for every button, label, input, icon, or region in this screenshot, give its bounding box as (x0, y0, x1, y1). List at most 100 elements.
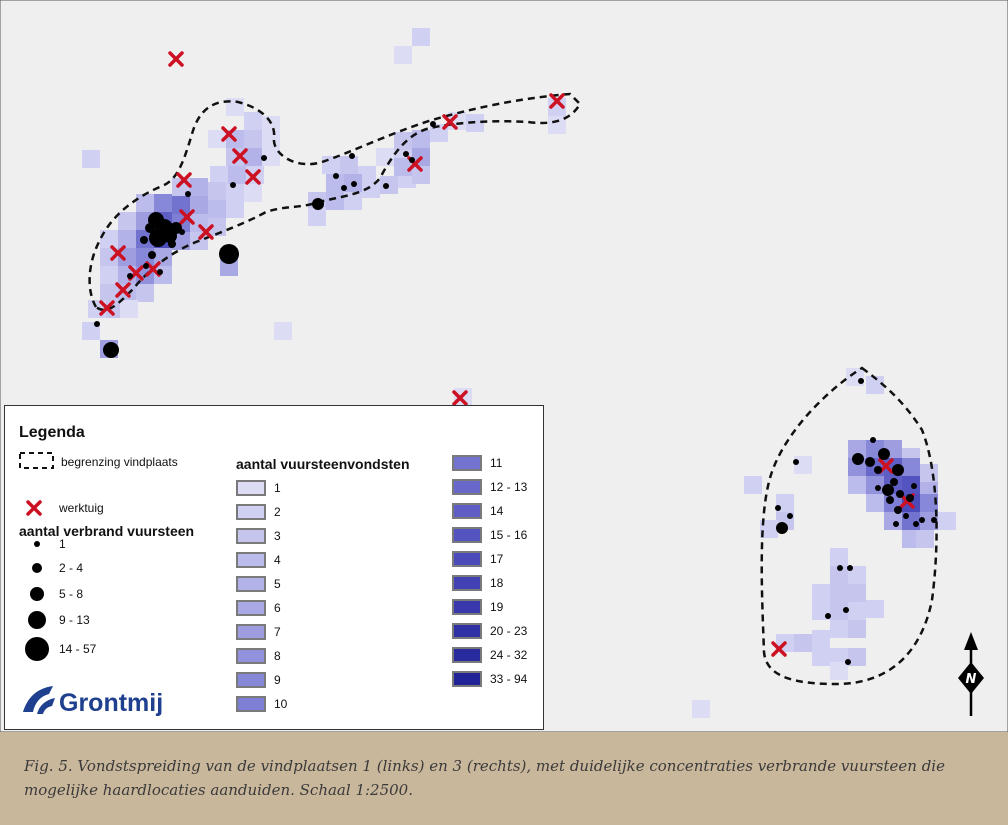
tool-marker-icon (99, 300, 115, 316)
flint-class-swatch (236, 648, 266, 664)
logo-text: Grontmij (59, 689, 163, 717)
logo-mark-icon (23, 686, 53, 712)
flint-density-cell (82, 150, 100, 168)
flint-density-cell (830, 548, 848, 566)
tool-marker-icon (110, 245, 126, 261)
flint-density-cell (358, 166, 376, 184)
burnt-class-label: 5 - 8 (59, 587, 84, 601)
burnt-flint-dot (793, 459, 799, 465)
burnt-flint-dot (852, 453, 864, 465)
flint-density-cell (920, 494, 938, 512)
tool-marker-icon (245, 169, 261, 185)
flint-density-cell (118, 230, 136, 248)
tool-marker-icon (115, 282, 131, 298)
flint-class-swatch (452, 527, 482, 543)
flint-density-cell (208, 200, 226, 218)
burnt-flint-dot (403, 151, 409, 157)
burnt-flint-dot (913, 521, 919, 527)
tool-marker-icon (442, 114, 458, 130)
grontmij-logo: Grontmij (23, 686, 163, 717)
flint-density-cell (938, 512, 956, 530)
flint-density-cell (376, 148, 394, 166)
burnt-flint-dot (383, 183, 389, 189)
burnt-flint-dot (837, 565, 843, 571)
burnt-flint-dot (103, 342, 119, 358)
tool-marker-icon (145, 261, 161, 277)
burnt-flint-dot (140, 236, 148, 244)
burnt-flint-dot (775, 505, 781, 511)
flint-density-cell (848, 602, 866, 620)
flint-class-label: 10 (274, 697, 288, 711)
burnt-flint-dot (870, 437, 876, 443)
figure-caption-panel: Fig. 5. Vondstspreiding van de vindplaat… (0, 732, 1008, 825)
burnt-flint-dot (875, 485, 881, 491)
flint-density-cell (208, 218, 226, 236)
burnt-flint-dot (261, 155, 267, 161)
flint-density-cell (884, 512, 902, 530)
flint-class-label: 8 (274, 649, 281, 663)
flint-class-swatch (452, 671, 482, 687)
flint-density-cell (830, 584, 848, 602)
legend-title: Legenda (19, 424, 85, 441)
burnt-flint-dot (903, 513, 909, 519)
burnt-flint-dot (143, 263, 149, 269)
burnt-class-label: 14 - 57 (59, 642, 97, 656)
north-diamond-icon (958, 662, 984, 694)
burnt-flint-dot (878, 448, 890, 460)
flint-density-cell (848, 440, 866, 458)
flint-class-label: 33 - 94 (490, 672, 528, 686)
site-3-boundary (760, 366, 938, 686)
burnt-flint-dot (890, 478, 898, 486)
flint-density-cell (812, 630, 830, 648)
north-label: N (966, 672, 977, 687)
burnt-class-dot-icon (30, 587, 44, 601)
flint-density-cell (812, 584, 830, 602)
flint-density-cell (210, 166, 228, 184)
flint-density-cell (244, 112, 262, 130)
burnt-flint-dot (847, 565, 853, 571)
burnt-flint-dot (896, 490, 904, 498)
burnt-flint-dots (94, 121, 937, 665)
flint-class-label: 4 (274, 553, 281, 567)
flint-density-cell (412, 28, 430, 46)
flint-class-swatch (452, 551, 482, 567)
flint-density-cell (412, 130, 430, 148)
burnt-flint-dot (149, 229, 167, 247)
legend-panel: Legenda begrenzing vindplaats werktuig a… (4, 405, 544, 730)
burnt-flint-dot (874, 466, 882, 474)
flint-class-label: 3 (274, 529, 281, 543)
flint-class-swatch (236, 624, 266, 640)
burnt-flint-dot (919, 517, 925, 523)
flint-density-cell (326, 192, 344, 210)
flint-density-cell (344, 192, 362, 210)
flint-density-cell (920, 464, 938, 482)
burnt-flint-dot (787, 513, 793, 519)
flint-density-cell (902, 476, 920, 494)
flint-density-cell (100, 248, 118, 266)
burnt-flint-dot (893, 521, 899, 527)
flint-density-cell (866, 494, 884, 512)
flint-density-cell (548, 98, 566, 116)
flint-density-cell (866, 376, 884, 394)
flint-density-cell (262, 148, 280, 166)
burnt-flint-dot (882, 484, 894, 496)
burnt-flint-dot (157, 269, 163, 275)
flint-density-cell (902, 458, 920, 476)
burnt-flint-dot (892, 464, 904, 476)
burnt-flint-dot (906, 494, 914, 502)
north-arrow: N (958, 632, 984, 716)
burnt-class-label: 2 - 4 (59, 561, 84, 575)
flint-density-cell (794, 634, 812, 652)
flint-class-label: 18 (490, 576, 504, 590)
flint-density-cell (226, 184, 244, 202)
north-arrow-head-icon (964, 632, 978, 650)
flint-density-cell (244, 130, 262, 148)
burnt-class-label: 9 - 13 (59, 613, 90, 627)
flint-density-cell (362, 180, 380, 198)
tool-marker-icon (452, 390, 468, 406)
flint-density-cell (190, 196, 208, 214)
burnt-flint-dot (168, 240, 176, 248)
burnt-flint-dot (230, 182, 236, 188)
flint-class-swatch (236, 480, 266, 496)
burnt-flint-dot (179, 229, 185, 235)
